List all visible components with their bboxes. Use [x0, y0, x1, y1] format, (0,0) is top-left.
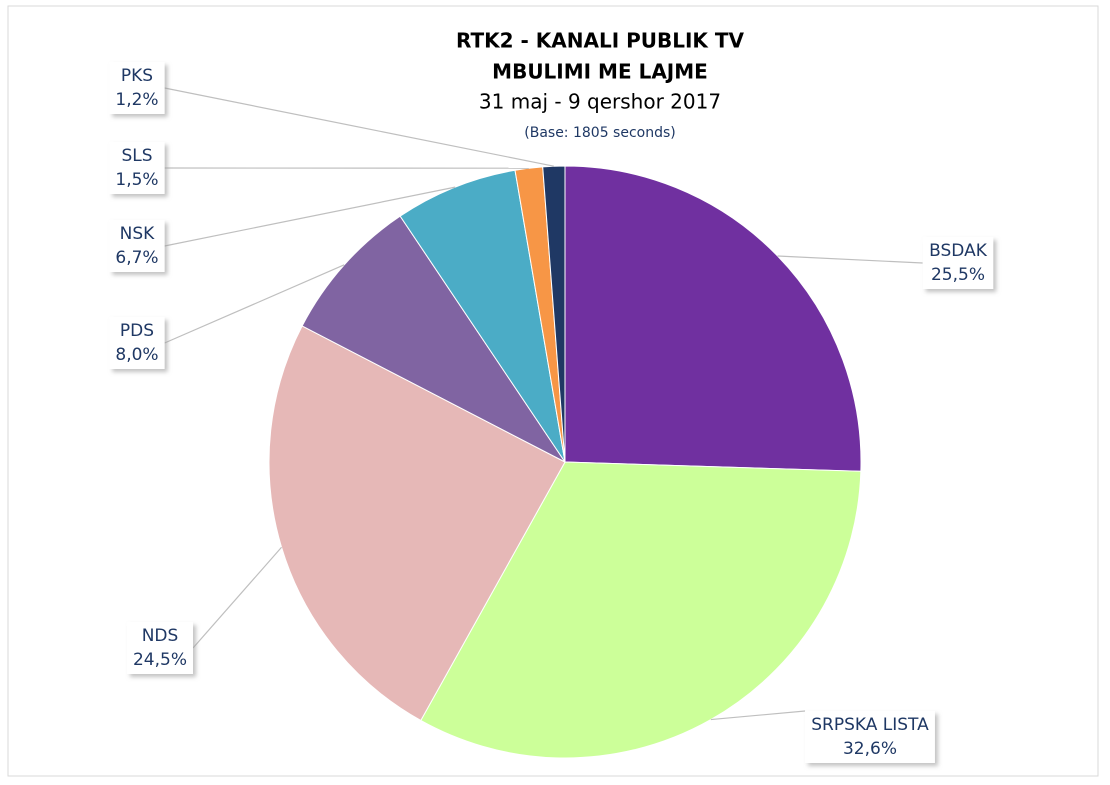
label-name: PKS [121, 66, 153, 86]
label-box [109, 142, 165, 194]
label-box [109, 317, 165, 369]
leader-line [192, 546, 282, 649]
label-value: 8,0% [115, 345, 158, 365]
leader-line [164, 87, 554, 167]
data-label: SLS 1,5% [109, 142, 165, 194]
label-box [922, 237, 994, 289]
label-value: 1,2% [115, 90, 158, 110]
labels: BSDAK 25,5% SRPSKA LISTA 32,6% NDS 24,5% PDS 8,… [109, 62, 994, 763]
chart-title: RTK2 - KANALI PUBLIK TV [456, 29, 745, 53]
label-box [805, 711, 935, 763]
leader-line [710, 710, 806, 721]
label-name: NSK [120, 224, 156, 244]
pie-slice [399, 169, 566, 463]
pie-slice [301, 215, 566, 463]
data-label: NSK 6,7% [109, 220, 165, 272]
label-box [109, 220, 165, 272]
label-box [126, 622, 194, 674]
data-label: SRPSKA LISTA 32,6% [805, 711, 935, 763]
label-name: PDS [120, 321, 154, 341]
label-name: BSDAK [929, 241, 988, 261]
leader-line [164, 186, 456, 247]
label-name: SLS [121, 146, 152, 166]
label-name: NDS [142, 626, 179, 646]
label-box [109, 62, 165, 114]
data-label: PKS 1,2% [109, 62, 165, 114]
chart-note: (Base: 1805 seconds) [524, 125, 675, 141]
chart-subtitle: MBULIMI ME LAJME [492, 60, 708, 84]
data-label: PDS 8,0% [109, 317, 165, 369]
label-value: 1,5% [115, 170, 158, 190]
pie-slice [420, 461, 862, 759]
data-label: NDS 24,5% [126, 622, 194, 674]
label-name: SRPSKA LISTA [811, 715, 929, 735]
leader-line [777, 255, 923, 264]
label-value: 32,6% [843, 739, 897, 759]
label-value: 25,5% [931, 265, 985, 285]
chart-date: 31 maj - 9 qershor 2017 [479, 90, 721, 114]
leader-line [164, 264, 345, 344]
pie [268, 165, 862, 759]
label-value: 6,7% [115, 248, 158, 268]
data-label: BSDAK 25,5% [922, 237, 994, 289]
label-value: 24,5% [133, 650, 187, 670]
